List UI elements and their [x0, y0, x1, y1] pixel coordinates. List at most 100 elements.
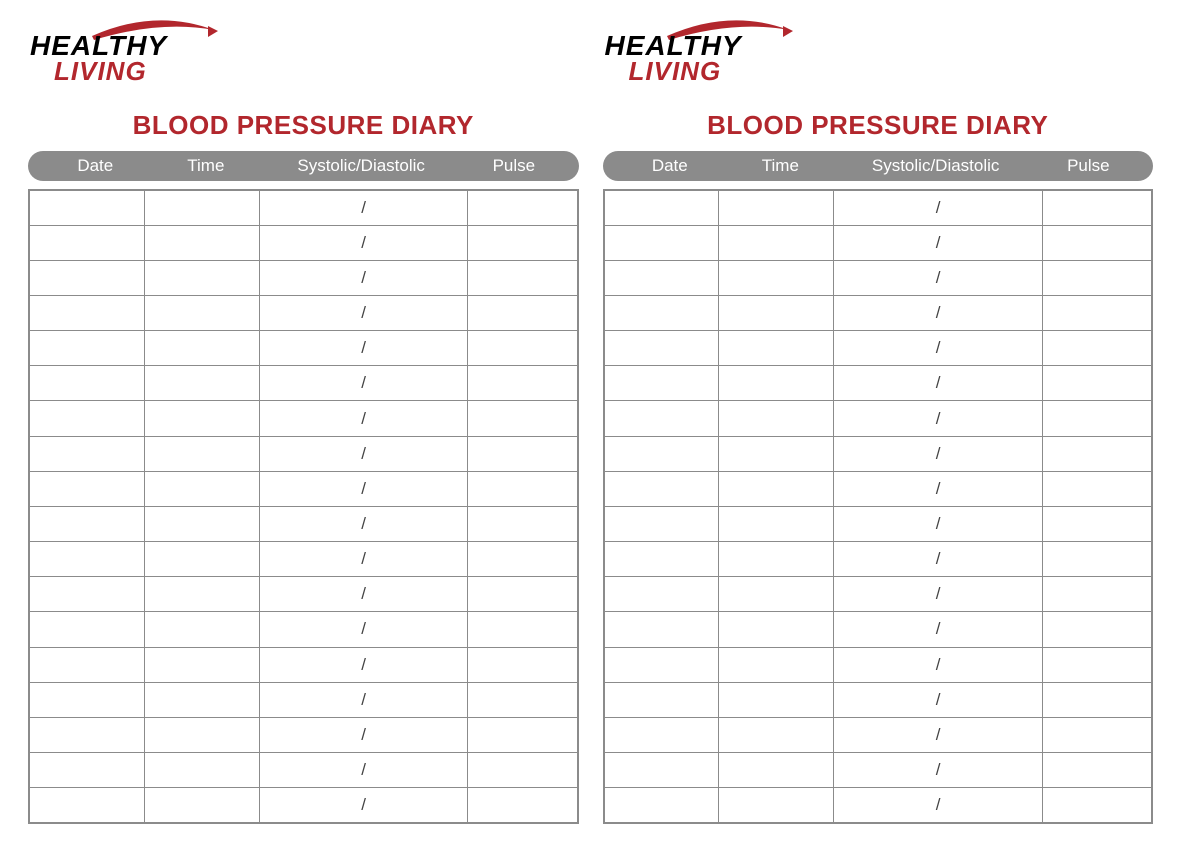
- cell-time[interactable]: [719, 647, 834, 682]
- cell-time[interactable]: [719, 788, 834, 823]
- cell-time[interactable]: [144, 366, 259, 401]
- cell-sd[interactable]: /: [834, 471, 1042, 506]
- cell-sd[interactable]: /: [259, 436, 467, 471]
- cell-date[interactable]: [29, 717, 144, 752]
- cell-sd[interactable]: /: [259, 506, 467, 541]
- cell-date[interactable]: [604, 612, 719, 647]
- cell-pulse[interactable]: [1042, 612, 1152, 647]
- cell-date[interactable]: [29, 471, 144, 506]
- cell-time[interactable]: [144, 647, 259, 682]
- cell-date[interactable]: [29, 331, 144, 366]
- cell-sd[interactable]: /: [834, 331, 1042, 366]
- cell-pulse[interactable]: [1042, 401, 1152, 436]
- cell-pulse[interactable]: [468, 753, 578, 788]
- cell-date[interactable]: [604, 506, 719, 541]
- cell-sd[interactable]: /: [834, 401, 1042, 436]
- cell-date[interactable]: [604, 577, 719, 612]
- cell-time[interactable]: [719, 471, 834, 506]
- cell-time[interactable]: [719, 682, 834, 717]
- cell-sd[interactable]: /: [834, 753, 1042, 788]
- cell-time[interactable]: [144, 260, 259, 295]
- cell-date[interactable]: [29, 542, 144, 577]
- cell-date[interactable]: [604, 366, 719, 401]
- cell-sd[interactable]: /: [834, 436, 1042, 471]
- cell-time[interactable]: [719, 542, 834, 577]
- cell-time[interactable]: [144, 542, 259, 577]
- cell-pulse[interactable]: [468, 542, 578, 577]
- cell-sd[interactable]: /: [259, 260, 467, 295]
- cell-sd[interactable]: /: [834, 717, 1042, 752]
- cell-time[interactable]: [719, 577, 834, 612]
- cell-pulse[interactable]: [1042, 366, 1152, 401]
- cell-sd[interactable]: /: [834, 260, 1042, 295]
- cell-sd[interactable]: /: [259, 647, 467, 682]
- cell-time[interactable]: [144, 577, 259, 612]
- cell-sd[interactable]: /: [259, 331, 467, 366]
- cell-pulse[interactable]: [1042, 717, 1152, 752]
- cell-date[interactable]: [604, 331, 719, 366]
- cell-sd[interactable]: /: [259, 190, 467, 225]
- cell-date[interactable]: [29, 366, 144, 401]
- cell-pulse[interactable]: [468, 612, 578, 647]
- cell-date[interactable]: [29, 577, 144, 612]
- cell-time[interactable]: [719, 366, 834, 401]
- cell-sd[interactable]: /: [834, 788, 1042, 823]
- cell-pulse[interactable]: [1042, 190, 1152, 225]
- cell-time[interactable]: [719, 753, 834, 788]
- cell-pulse[interactable]: [468, 260, 578, 295]
- cell-pulse[interactable]: [1042, 295, 1152, 330]
- cell-date[interactable]: [29, 506, 144, 541]
- cell-pulse[interactable]: [1042, 436, 1152, 471]
- cell-pulse[interactable]: [468, 471, 578, 506]
- cell-pulse[interactable]: [468, 577, 578, 612]
- cell-sd[interactable]: /: [834, 295, 1042, 330]
- cell-date[interactable]: [604, 436, 719, 471]
- cell-sd[interactable]: /: [834, 366, 1042, 401]
- cell-time[interactable]: [719, 612, 834, 647]
- cell-date[interactable]: [604, 682, 719, 717]
- cell-time[interactable]: [719, 401, 834, 436]
- cell-date[interactable]: [29, 682, 144, 717]
- cell-date[interactable]: [604, 295, 719, 330]
- cell-time[interactable]: [719, 717, 834, 752]
- cell-date[interactable]: [604, 225, 719, 260]
- cell-pulse[interactable]: [1042, 788, 1152, 823]
- cell-time[interactable]: [144, 401, 259, 436]
- cell-time[interactable]: [144, 612, 259, 647]
- cell-pulse[interactable]: [468, 401, 578, 436]
- cell-time[interactable]: [144, 506, 259, 541]
- cell-sd[interactable]: /: [834, 190, 1042, 225]
- cell-time[interactable]: [144, 331, 259, 366]
- cell-date[interactable]: [604, 717, 719, 752]
- cell-time[interactable]: [144, 788, 259, 823]
- cell-time[interactable]: [719, 190, 834, 225]
- cell-pulse[interactable]: [468, 647, 578, 682]
- cell-pulse[interactable]: [468, 436, 578, 471]
- cell-sd[interactable]: /: [259, 788, 467, 823]
- cell-sd[interactable]: /: [834, 682, 1042, 717]
- cell-pulse[interactable]: [468, 717, 578, 752]
- cell-time[interactable]: [719, 295, 834, 330]
- cell-pulse[interactable]: [1042, 577, 1152, 612]
- cell-sd[interactable]: /: [834, 647, 1042, 682]
- cell-date[interactable]: [604, 647, 719, 682]
- cell-date[interactable]: [29, 260, 144, 295]
- cell-time[interactable]: [719, 260, 834, 295]
- cell-sd[interactable]: /: [259, 225, 467, 260]
- cell-sd[interactable]: /: [259, 717, 467, 752]
- cell-sd[interactable]: /: [259, 295, 467, 330]
- cell-pulse[interactable]: [1042, 682, 1152, 717]
- cell-date[interactable]: [604, 542, 719, 577]
- cell-time[interactable]: [144, 471, 259, 506]
- cell-date[interactable]: [29, 225, 144, 260]
- cell-sd[interactable]: /: [259, 577, 467, 612]
- cell-pulse[interactable]: [1042, 647, 1152, 682]
- cell-date[interactable]: [604, 260, 719, 295]
- cell-sd[interactable]: /: [834, 225, 1042, 260]
- cell-time[interactable]: [719, 331, 834, 366]
- cell-time[interactable]: [719, 436, 834, 471]
- cell-pulse[interactable]: [1042, 753, 1152, 788]
- cell-date[interactable]: [29, 190, 144, 225]
- cell-sd[interactable]: /: [259, 612, 467, 647]
- cell-pulse[interactable]: [1042, 471, 1152, 506]
